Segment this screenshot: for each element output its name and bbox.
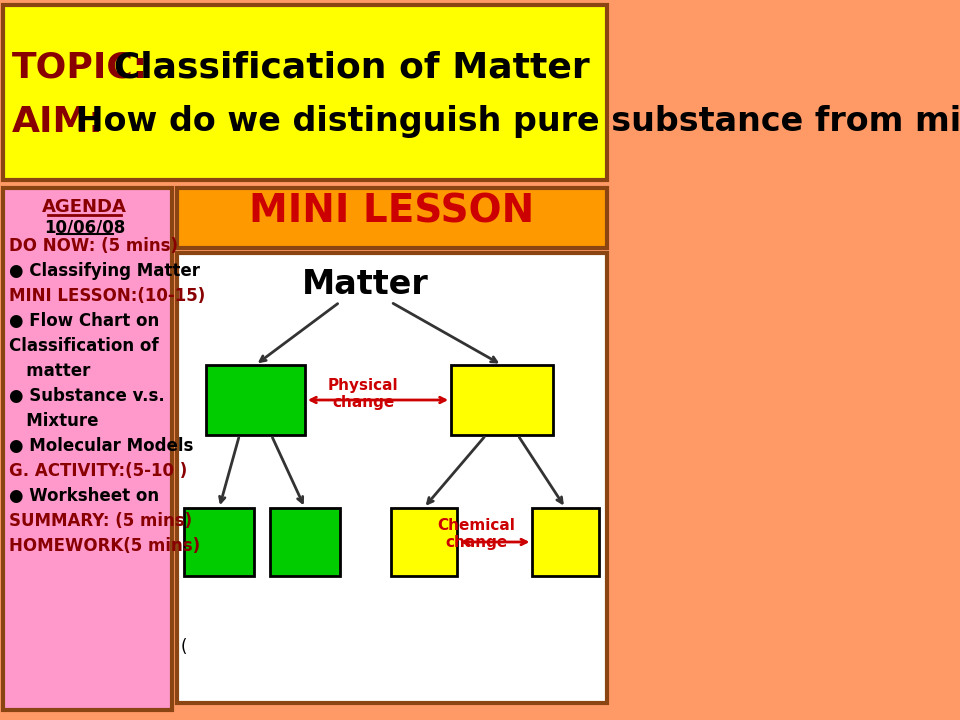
Text: (: ( — [180, 638, 187, 656]
FancyBboxPatch shape — [3, 5, 607, 180]
FancyBboxPatch shape — [184, 508, 254, 576]
FancyBboxPatch shape — [391, 508, 457, 576]
Text: HOMEWORK(5 mins): HOMEWORK(5 mins) — [9, 537, 200, 555]
Text: ● Flow Chart on: ● Flow Chart on — [9, 312, 159, 330]
FancyBboxPatch shape — [177, 188, 607, 248]
Text: matter: matter — [9, 362, 90, 380]
Text: ● Molecular Models: ● Molecular Models — [9, 437, 193, 455]
Text: Mixture: Mixture — [9, 412, 98, 430]
FancyBboxPatch shape — [270, 508, 340, 576]
FancyBboxPatch shape — [177, 253, 607, 703]
Text: ● Worksheet on: ● Worksheet on — [9, 487, 159, 505]
Text: DO NOW: (5 mins): DO NOW: (5 mins) — [9, 237, 178, 255]
Text: MINI LESSON:(10-15): MINI LESSON:(10-15) — [9, 287, 205, 305]
Text: Matter: Matter — [301, 268, 429, 301]
FancyBboxPatch shape — [533, 508, 599, 576]
Text: Classification of Matter: Classification of Matter — [76, 50, 590, 84]
FancyBboxPatch shape — [206, 365, 305, 435]
Text: MINI LESSON: MINI LESSON — [249, 192, 534, 230]
Text: TOPIC:: TOPIC: — [12, 50, 148, 84]
FancyBboxPatch shape — [451, 365, 553, 435]
Text: Classification of: Classification of — [9, 337, 158, 355]
Text: ● Classifying Matter: ● Classifying Matter — [9, 262, 200, 280]
Text: AIM:: AIM: — [12, 105, 104, 139]
Text: SUMMARY: (5 mins): SUMMARY: (5 mins) — [9, 512, 192, 530]
FancyBboxPatch shape — [3, 188, 172, 710]
Text: ● Substance v.s.: ● Substance v.s. — [9, 387, 165, 405]
Text: Chemical
change: Chemical change — [438, 518, 516, 550]
Text: How do we distinguish pure substance from mixture?: How do we distinguish pure substance fro… — [63, 105, 960, 138]
Text: Physical
change: Physical change — [328, 378, 398, 410]
Text: AGENDA: AGENDA — [42, 198, 127, 216]
Text: 10/06/08: 10/06/08 — [44, 218, 125, 236]
Text: G. ACTIVITY:(5-10 ): G. ACTIVITY:(5-10 ) — [9, 462, 187, 480]
